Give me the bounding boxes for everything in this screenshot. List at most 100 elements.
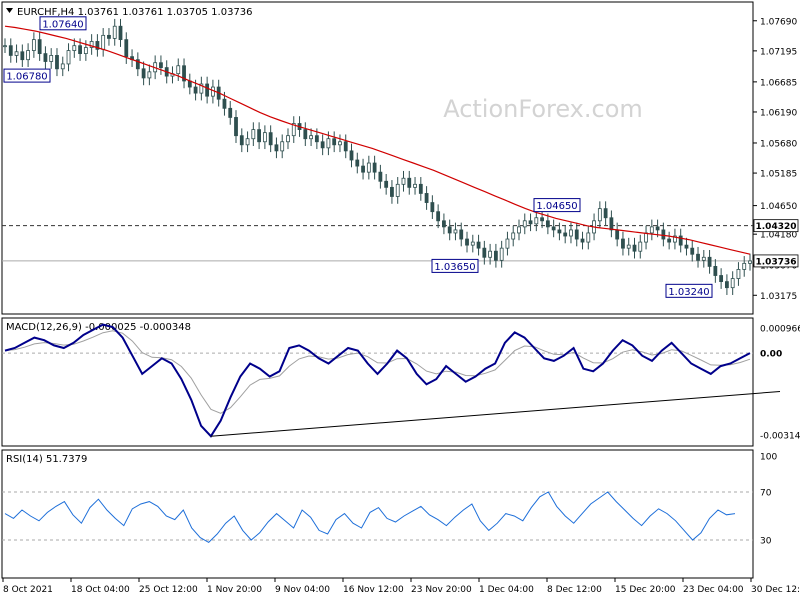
candle-body [107, 34, 111, 39]
macd-plot [2, 323, 781, 438]
price-plot: 1.07640 1.06780 1.04650 1.03650 1.03240 [2, 16, 753, 298]
candle-body [522, 220, 527, 228]
x-tick-label: 18 Oct 04:00 [71, 585, 130, 595]
candle-body [124, 39, 129, 58]
rsi-panel-title: RSI(14) 51.7379 [6, 454, 87, 465]
candle-body [72, 45, 77, 51]
candle-body [661, 229, 666, 240]
candle-body [528, 220, 533, 225]
candle-body [176, 65, 181, 75]
candle-body [274, 144, 279, 152]
candle-body [3, 45, 7, 48]
annotation-box [3, 68, 51, 83]
candle-body [569, 229, 573, 237]
candle-body [372, 162, 377, 173]
candle-body [690, 247, 695, 255]
x-tick-label: 15 Dec 20:00 [615, 585, 676, 595]
candle-body [20, 51, 25, 61]
annotation-label: 1.06780 [6, 72, 47, 83]
candle-body [55, 55, 59, 70]
candle-body [251, 129, 256, 140]
candle-body [557, 229, 562, 234]
candle-body [667, 238, 672, 243]
price-y-tick-label: 1.04180 [760, 231, 797, 241]
rsi-y-tick-label: 30 [760, 537, 772, 547]
candle-body [66, 50, 71, 65]
candle-body [199, 83, 204, 94]
candle-body [366, 162, 371, 173]
candle-body [609, 217, 614, 231]
candle-body [228, 107, 233, 118]
x-tick-label: 16 Nov 12:00 [343, 585, 404, 595]
candle-body [442, 220, 446, 228]
annotation-label: 1.04650 [536, 201, 577, 212]
rsi-y-tick-label: 100 [760, 453, 777, 463]
macd-trendline [210, 390, 781, 437]
candle-body [470, 241, 475, 246]
candle-body [493, 250, 498, 261]
x-tick-label: 8 Oct 2021 [3, 585, 53, 595]
candle-body [615, 229, 620, 240]
candle-body [626, 244, 631, 249]
candle-body [638, 241, 643, 252]
candle-body [649, 226, 654, 234]
candle-body [303, 129, 308, 140]
candle-body [361, 165, 365, 173]
candle-body [147, 71, 152, 79]
candle-body [101, 34, 106, 50]
candle-body [430, 202, 435, 213]
x-tick-label: 1 Nov 20:00 [207, 585, 262, 595]
rsi-y-tick-label: 70 [760, 489, 772, 499]
candle-body [459, 229, 464, 240]
candle-body [343, 141, 348, 152]
price-annotation: 1.07640 [39, 16, 87, 31]
candle-body [482, 247, 487, 258]
x-tick-label: 9 Nov 04:00 [275, 585, 330, 595]
candle-body [701, 256, 706, 261]
candle-body [291, 123, 296, 137]
macd-y-tick-label: 0.000966 [760, 325, 800, 335]
candle-body [540, 217, 544, 222]
price-panel-title: EURCHF,H4 1.03761 1.03761 1.03705 1.0373… [17, 7, 253, 18]
candle-body [245, 138, 250, 146]
price-annotation: 1.06780 [3, 68, 51, 83]
candle-body [534, 217, 539, 225]
candle-body [545, 220, 550, 228]
candle-body [505, 238, 510, 249]
candle-body [707, 256, 712, 267]
candle-body [563, 232, 568, 237]
collapse-triangle-icon[interactable] [6, 8, 13, 13]
candle-body [476, 241, 481, 249]
candle-body [436, 211, 441, 222]
annotation-label: 1.03650 [434, 262, 475, 273]
price-y-tick-label: 1.07195 [760, 47, 797, 57]
price-y-tick-label: 1.06685 [760, 78, 797, 88]
candle-body [384, 180, 389, 188]
candle-body [239, 135, 244, 146]
candle-body [551, 226, 556, 231]
candle-body [355, 159, 360, 167]
candle-body [684, 244, 689, 249]
level-price-label: 1.04320 [756, 222, 797, 232]
moving-average-line [4, 25, 751, 255]
candle-body [736, 269, 741, 279]
candle-body [413, 183, 417, 188]
candle-body [83, 47, 88, 55]
candle-body [580, 238, 585, 243]
candle-body [447, 226, 452, 234]
annotation-label: 1.03240 [668, 287, 709, 298]
candle-body [488, 250, 493, 258]
candle-body [673, 235, 677, 243]
candle-body [222, 98, 227, 109]
annotation-label: 1.07640 [42, 19, 83, 30]
candle-body [118, 25, 123, 41]
candle-body [730, 278, 735, 289]
candle-body [234, 117, 238, 137]
candle-body [349, 150, 354, 161]
price-annotation: 1.03650 [431, 258, 479, 273]
price-annotation: 1.03240 [665, 283, 713, 298]
candle-body [678, 235, 683, 246]
candle-body [205, 83, 210, 97]
annotation-box [533, 198, 581, 213]
candle-body [257, 129, 262, 143]
